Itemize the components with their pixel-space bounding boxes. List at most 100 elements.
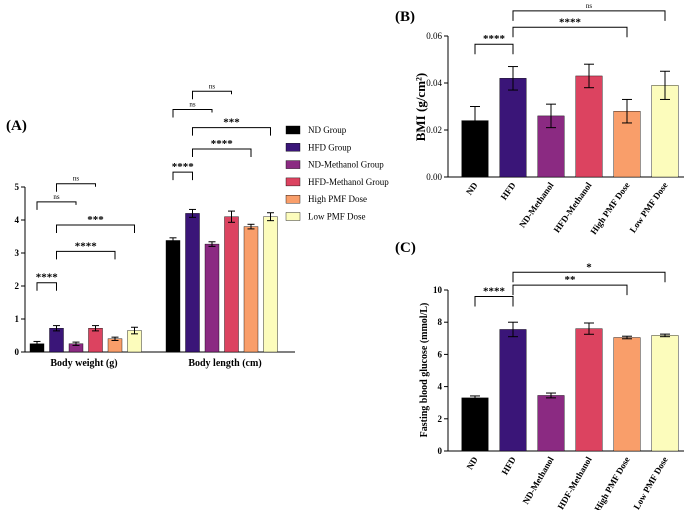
panel-b-bars	[461, 63, 679, 178]
panel-a-y-ticks: 0 1 2 3 4 5	[15, 182, 25, 357]
bar-hfd	[49, 328, 64, 353]
legend-label: ND Group	[308, 125, 347, 135]
bar-hfd-methanol	[88, 328, 103, 353]
y-tick-label: 5	[15, 182, 20, 192]
bar-hfd	[499, 78, 527, 178]
significance-label: **	[565, 274, 577, 286]
x-category-label: HFD-Methanol	[552, 180, 594, 234]
bar-hfd-methanol	[575, 75, 603, 178]
panel-c-chart: (C) Fasting blood glucose (mmol/L) 0 2 4 6 8…	[395, 240, 684, 510]
legend-swatch	[285, 125, 301, 135]
y-tick-label: 10	[433, 285, 443, 295]
panel-b-y-axis-title: BMI (g/cm²)	[413, 73, 428, 142]
legend-label: HFD-Methanol Group	[308, 177, 389, 187]
significance-bracket	[56, 250, 116, 260]
significance-label: ****	[36, 272, 59, 284]
x-category-label: Low PMF Dose	[631, 455, 669, 510]
x-category-label: ND	[465, 455, 480, 472]
panel-a-x-labels: Body weight (g) Body length (cm)	[50, 358, 261, 369]
significance-bracket	[512, 26, 628, 38]
x-category-label: High PMF Dose	[588, 180, 631, 236]
significance-bracket	[36, 282, 57, 291]
significance-label: ns	[53, 193, 60, 201]
significance-label: ns	[586, 2, 593, 10]
x-category-label: ND	[464, 180, 480, 197]
bar-nd-methanol	[204, 243, 220, 353]
legend-swatch	[285, 143, 301, 152]
significance-bracket	[474, 43, 514, 55]
bar-high-pmf	[243, 226, 259, 353]
x-category-label: HDF-Methanol	[556, 455, 594, 510]
significance-label: ****	[483, 33, 506, 45]
legend-label: High PMF Dose	[308, 194, 367, 204]
panel-c-y-axis-title: Fasting blood glucose (mmol/L)	[419, 303, 430, 438]
x-category-label: ND-Methanol	[517, 180, 556, 230]
significance-bracket	[192, 148, 252, 158]
significance-label: ns	[73, 175, 80, 183]
significance-bracket	[36, 201, 77, 210]
legend-swatch	[285, 160, 301, 169]
y-tick-label: 0.00	[426, 172, 442, 182]
bar-high-pmf	[613, 337, 641, 452]
panel-c-significance: *******	[474, 261, 666, 307]
x-category-label: HFD	[500, 455, 518, 477]
y-tick-label: 2	[15, 281, 20, 291]
significance-label: ns	[189, 100, 196, 108]
legend-label: HFD Group	[308, 142, 352, 152]
x-category-label: High PMF Dose	[592, 455, 631, 510]
significance-label: ****	[172, 161, 195, 173]
significance-label: ns	[209, 82, 216, 90]
y-tick-label: 0.04	[426, 78, 442, 88]
significance-bracket	[512, 10, 666, 21]
significance-label: ****	[559, 16, 582, 28]
significance-label: *	[586, 261, 592, 273]
panel-b-chart: (B) BMI (g/cm²) 0.000.020.040.06 *******…	[395, 2, 684, 236]
panel-b-label: (B)	[395, 9, 415, 25]
significance-label: ***	[87, 214, 104, 226]
y-tick-label: 8	[438, 317, 443, 327]
significance-bracket	[172, 171, 193, 181]
y-tick-label: 3	[15, 248, 20, 258]
bar-hfd	[499, 329, 527, 452]
significance-bracket	[512, 284, 628, 296]
legend-swatch	[285, 177, 301, 187]
y-tick-label: 6	[438, 349, 443, 359]
y-tick-label: 0.06	[426, 31, 442, 41]
panel-a-bars	[29, 208, 278, 353]
significance-bracket	[474, 295, 514, 307]
x-label-body-length: Body length (cm)	[188, 358, 261, 369]
significance-label: ****	[211, 138, 234, 150]
significance-bracket	[512, 271, 666, 283]
bar-nd	[461, 397, 489, 452]
legend-swatch	[285, 212, 301, 221]
significance-bracket	[56, 224, 135, 233]
x-category-label: HFD	[499, 180, 518, 202]
significance-label: ****	[75, 240, 98, 252]
y-tick-label: 0	[438, 446, 443, 456]
bar-nd	[165, 240, 181, 353]
panel-c-bars	[461, 321, 679, 452]
y-tick-label: 0	[15, 347, 20, 357]
y-tick-label: 2	[438, 414, 443, 424]
bar-nd-methanol	[537, 395, 565, 452]
x-category-label: Low PMF Dose	[628, 180, 670, 234]
x-label-body-weight: Body weight (g)	[50, 358, 117, 369]
panel-a-legend: ND Group HFD Group ND-Methanol Group HFD-Me…	[285, 125, 389, 222]
bar-low-pmf	[263, 216, 278, 353]
significance-label: ***	[223, 117, 240, 129]
bar-hfd	[185, 213, 200, 353]
significance-bracket	[56, 183, 96, 192]
y-tick-label: 4	[15, 215, 20, 225]
significance-bracket	[192, 90, 232, 100]
legend-label: ND-Methanol Group	[308, 160, 384, 170]
significance-label: ****	[483, 285, 506, 297]
bar-hfd-methanol	[575, 328, 603, 452]
panel-c-label: (C)	[395, 240, 416, 256]
panel-a-label: (A)	[6, 118, 27, 134]
significance-bracket	[192, 127, 271, 136]
significance-bracket	[172, 108, 213, 118]
